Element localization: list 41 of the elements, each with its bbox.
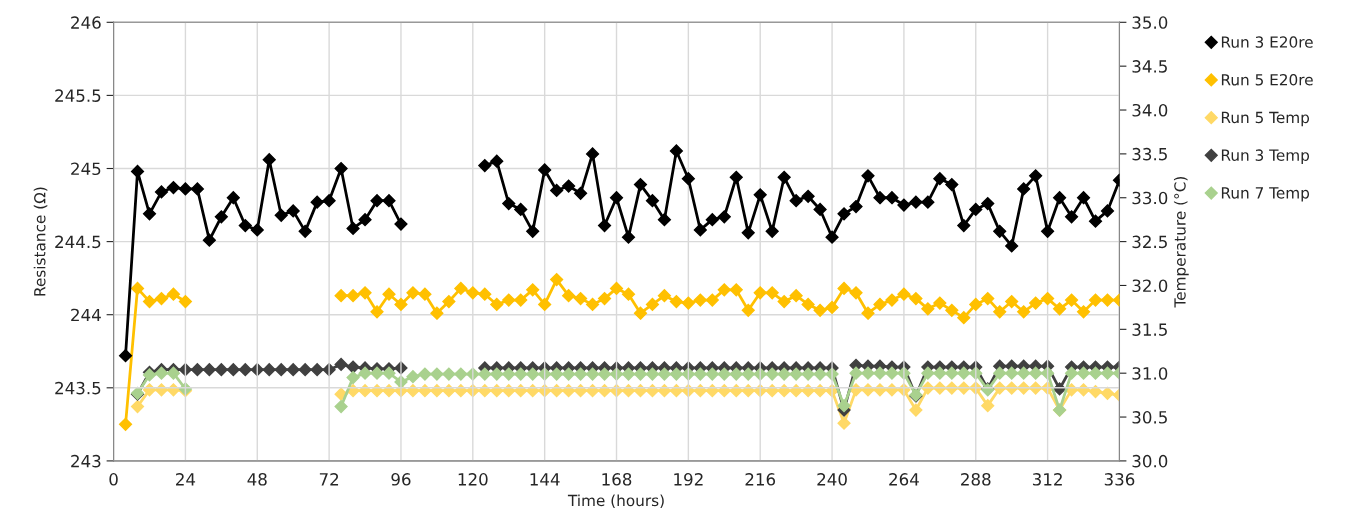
y-tick-label: 244 [71,308,101,322]
y-tick-label: 243 [71,454,101,468]
y-tick-label: 245.5 [55,89,101,102]
y-tick-label: 244.5 [55,235,101,249]
x-tick-label: 192 [674,473,703,486]
x-tick-label: 264 [889,473,919,486]
legend-label: Run 5 Temp [1221,111,1310,127]
y2-tick-label: 33.5 [1132,147,1167,161]
legend-label: Run 5 E20re [1221,73,1313,86]
x-tick-label: 216 [745,473,776,486]
y2-tick-label: 35.0 [1132,16,1168,29]
x-tick-label: 96 [391,473,411,486]
x-tick-label: 336 [1104,473,1135,486]
y2-tick-label: 32.5 [1132,235,1167,249]
y2-tick-label: 31.5 [1132,323,1167,336]
x-tick-label: 48 [247,473,267,486]
x-tick-label: 240 [817,473,847,486]
legend-label: Run 7 Temp [1221,187,1310,202]
y2-tick-label: 34.0 [1132,103,1168,117]
x-tick-label: 24 [176,473,196,486]
x-axis-title: Time (hours) [567,494,664,509]
y2-axis-title: Temperature (°C) [1173,176,1189,308]
y-tick-label: 243.5 [55,381,101,395]
x-tick-label: 288 [961,473,991,486]
y2-tick-label: 31.0 [1132,367,1168,380]
y2-tick-label: 32.0 [1132,279,1168,293]
x-tick-label: 168 [602,473,632,486]
legend-label: Run 3 E20re [1221,36,1313,48]
x-tick-label: 120 [458,473,488,486]
x-tick-label: 72 [319,473,339,486]
y-axis-title: Resistance (Ω) [33,187,48,296]
x-tick-label: 144 [530,473,560,486]
y2-tick-label: 30.5 [1132,411,1167,424]
legend-label: Run 3 Temp [1221,149,1310,164]
y-tick-label: 245 [71,162,101,176]
y2-tick-label: 33.0 [1132,191,1168,205]
y-tick-label: 246 [71,16,101,29]
x-tick-label: 312 [1032,473,1062,486]
x-tick-label: 0 [109,473,118,486]
y2-tick-label: 30.0 [1132,454,1168,468]
y2-tick-label: 34.5 [1132,60,1167,73]
